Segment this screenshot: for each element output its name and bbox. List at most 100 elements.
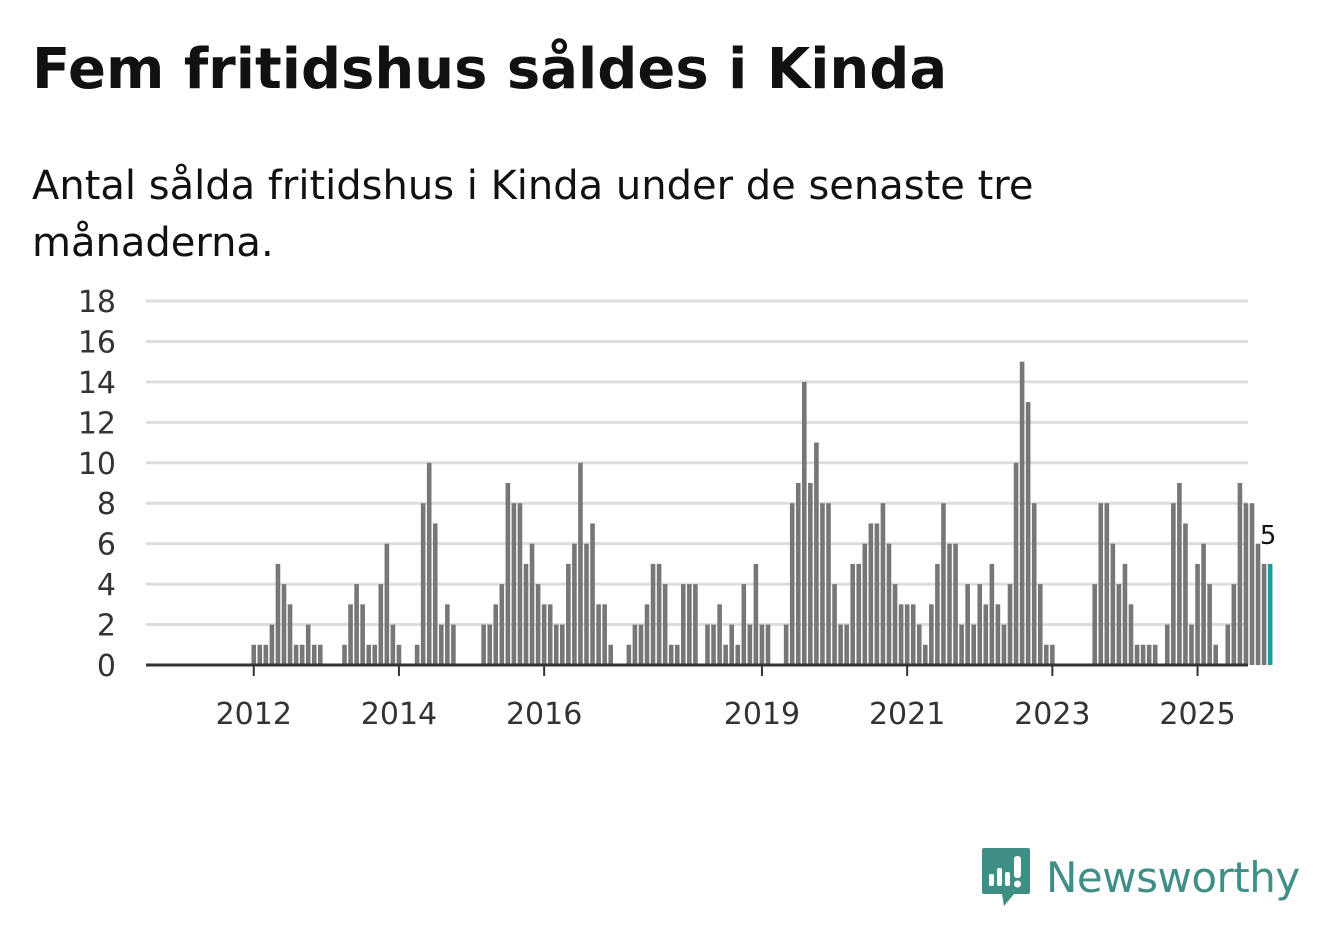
bar [1037, 584, 1043, 665]
bar [717, 604, 722, 665]
bar [1104, 503, 1110, 665]
bar [1255, 543, 1261, 665]
bar [923, 644, 928, 665]
bar [868, 523, 874, 665]
y-tick-label: 4 [97, 568, 116, 603]
bar [850, 563, 855, 665]
bar [560, 624, 565, 665]
bar [1225, 624, 1231, 665]
bar [608, 644, 613, 665]
chart-subtitle: Antal sålda fritidshus i Kinda under de … [32, 163, 1034, 266]
bar [384, 543, 390, 665]
bar [281, 584, 287, 665]
bar [487, 624, 492, 665]
bar [1134, 644, 1140, 665]
bar [541, 604, 547, 665]
bar [880, 503, 886, 665]
bar [802, 381, 807, 665]
y-tick-label: 0 [97, 649, 116, 684]
bar [965, 584, 970, 665]
bar [396, 644, 402, 665]
bar [935, 563, 940, 665]
bar [511, 503, 517, 665]
bar [1116, 584, 1122, 665]
chart-title: Fem fritidshus såldes i Kinda [32, 37, 948, 102]
newsworthy-logo: Newsworthy [980, 846, 1300, 908]
newsworthy-logo-text: Newsworthy [1046, 852, 1300, 902]
newsworthy-logo-icon [982, 848, 1030, 906]
bar [795, 483, 801, 665]
bar [1092, 584, 1097, 665]
x-tick-label: 2016 [506, 697, 582, 732]
bar [390, 624, 396, 665]
bar [1050, 644, 1055, 665]
bar [493, 604, 499, 665]
bar [553, 624, 559, 665]
bar [838, 624, 843, 665]
bar [959, 624, 964, 665]
bar [723, 644, 728, 665]
bar [741, 584, 747, 665]
bar [820, 503, 825, 665]
highlight-data-label: 5 [1260, 521, 1277, 551]
bar [953, 543, 958, 665]
bar [1189, 624, 1194, 665]
bar [481, 624, 486, 665]
bar [862, 543, 868, 665]
bar [1261, 563, 1267, 665]
bar [1146, 644, 1152, 665]
bar [1207, 584, 1212, 665]
bar [632, 624, 638, 665]
bar [808, 483, 813, 665]
bar [263, 644, 269, 665]
bar [947, 543, 952, 665]
bar [783, 624, 789, 665]
bar [1019, 361, 1025, 665]
bar [874, 523, 880, 665]
y-tick-label: 2 [97, 609, 116, 644]
bar [759, 624, 765, 665]
bar [578, 462, 583, 665]
bar [1001, 624, 1007, 665]
bar [1183, 523, 1188, 665]
bar [705, 624, 710, 665]
bar [1152, 644, 1158, 665]
bar [729, 624, 734, 665]
bar [547, 604, 553, 665]
bar [499, 584, 505, 665]
bar [765, 624, 771, 665]
bar [674, 644, 680, 665]
bar [1171, 503, 1176, 665]
bar [1165, 624, 1170, 665]
bar [566, 563, 571, 665]
bar [420, 503, 426, 665]
bar [1110, 543, 1116, 665]
bar [529, 543, 535, 665]
bar [910, 604, 916, 665]
bar [989, 563, 995, 665]
bar [681, 584, 686, 665]
bar [572, 543, 577, 665]
bar [650, 563, 656, 665]
bar [983, 604, 989, 665]
bar [644, 604, 650, 665]
bar [916, 624, 922, 665]
y-axis-ticks: 0 2 4 6 8 10 12 14 16 18 [78, 285, 116, 684]
y-tick-label: 10 [78, 447, 116, 482]
x-tick-label: 2021 [869, 697, 945, 732]
y-tick-label: 16 [78, 325, 116, 360]
x-tick-label: 2025 [1159, 697, 1235, 732]
bar [941, 503, 946, 665]
bar [318, 644, 323, 665]
bar [251, 644, 257, 665]
bar [293, 644, 299, 665]
bar [1044, 644, 1049, 665]
bar [1098, 503, 1104, 665]
bar [638, 624, 644, 665]
bar [1122, 563, 1128, 665]
bar [735, 644, 741, 665]
bar [1013, 462, 1019, 665]
bar [1213, 644, 1218, 665]
y-tick-label: 18 [78, 285, 116, 320]
bar [826, 503, 831, 665]
